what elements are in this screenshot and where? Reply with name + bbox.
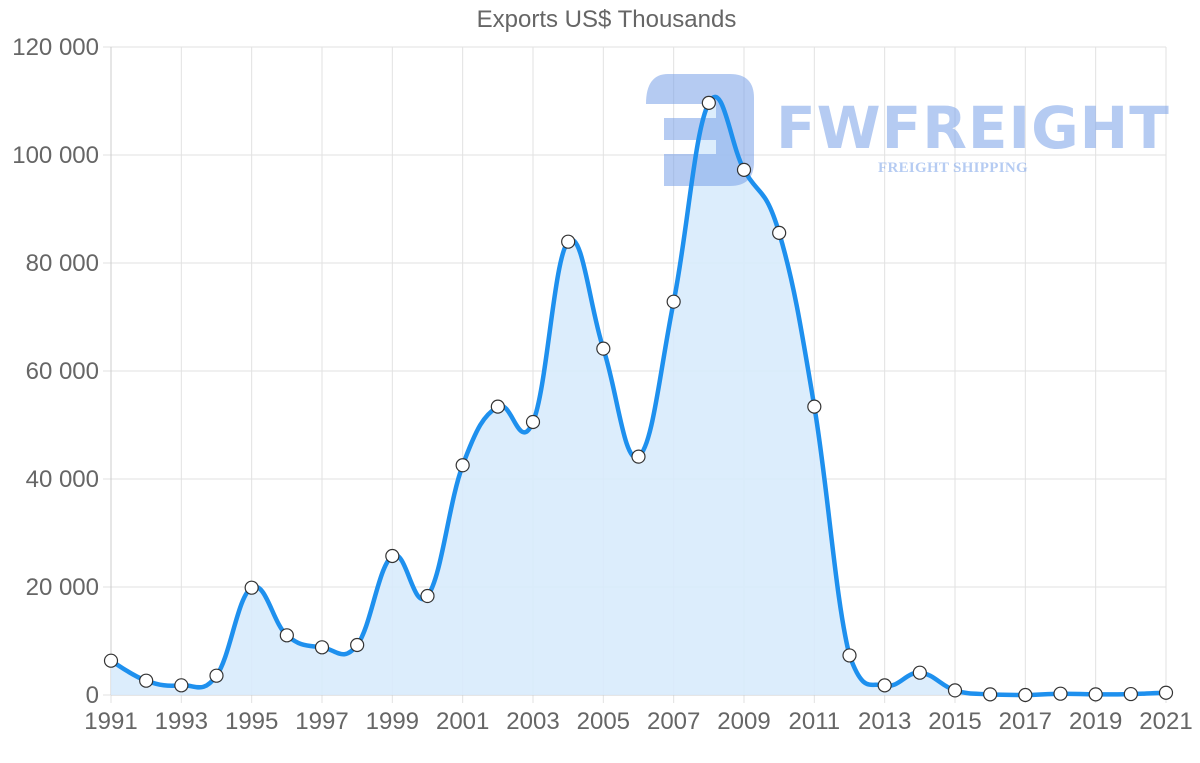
data-point[interactable] xyxy=(983,687,998,702)
data-point[interactable] xyxy=(525,414,541,430)
x-tick-label: 2009 xyxy=(717,708,770,735)
data-point[interactable] xyxy=(631,449,646,464)
data-point[interactable] xyxy=(912,665,927,680)
x-tick-label: 1995 xyxy=(225,708,278,735)
area-path xyxy=(111,96,1166,695)
x-tick-label: 2001 xyxy=(436,708,489,735)
x-tick-label: 1991 xyxy=(84,708,137,735)
y-tick-label: 80 000 xyxy=(26,250,99,277)
x-tick-label: 2015 xyxy=(928,708,981,735)
data-point[interactable] xyxy=(1123,686,1138,702)
data-point[interactable] xyxy=(947,683,963,698)
data-point[interactable] xyxy=(385,548,400,564)
x-tick-label: 2019 xyxy=(1069,708,1122,735)
x-tick-label: 2013 xyxy=(858,708,911,735)
data-point[interactable] xyxy=(1053,686,1068,701)
data-line xyxy=(109,94,1167,698)
chart-title: Exports US$ Thousands xyxy=(476,6,737,33)
y-tick-label: 120 000 xyxy=(12,34,99,61)
data-point[interactable] xyxy=(736,162,752,177)
y-tick-label: 40 000 xyxy=(26,466,99,493)
x-tick-label: 1993 xyxy=(155,708,208,735)
data-point[interactable] xyxy=(455,458,470,473)
data-point[interactable] xyxy=(314,640,330,655)
x-tick-label: 1999 xyxy=(366,708,419,735)
x-tick-label: 2017 xyxy=(999,708,1052,735)
area-fill xyxy=(111,96,1166,695)
x-tick-label: 2005 xyxy=(577,708,630,735)
data-point[interactable] xyxy=(139,673,154,688)
y-tick-label: 100 000 xyxy=(12,142,99,169)
x-tick-label: 1997 xyxy=(295,708,348,735)
data-point[interactable] xyxy=(244,580,259,595)
data-point[interactable] xyxy=(350,637,365,653)
data-point[interactable] xyxy=(174,678,189,693)
data-point[interactable] xyxy=(561,234,576,249)
data-point[interactable] xyxy=(103,653,119,668)
x-tick-label: 2003 xyxy=(506,708,559,735)
data-point[interactable] xyxy=(842,648,857,663)
data-point[interactable] xyxy=(807,399,822,414)
x-axis-ticks: 1991 1993 1995 1997 1999 2001 2003 2005 2007 2009… xyxy=(84,708,1192,735)
data-point[interactable] xyxy=(701,95,716,110)
data-point[interactable] xyxy=(420,588,435,604)
data-point[interactable] xyxy=(596,341,611,356)
y-axis-ticks: 0 20 000 40 000 60 000 80 000 100 000 120 000 xyxy=(12,34,99,709)
data-point[interactable] xyxy=(209,668,224,683)
data-points xyxy=(103,95,1174,703)
y-tick-label: 20 000 xyxy=(26,574,99,601)
x-tick-label: 2007 xyxy=(647,708,700,735)
data-point[interactable] xyxy=(490,399,505,414)
y-tick-label: 60 000 xyxy=(26,358,99,385)
x-tick-label: 2021 xyxy=(1139,708,1192,735)
data-point[interactable] xyxy=(279,628,294,643)
data-point[interactable] xyxy=(666,294,681,309)
y-tick-label: 0 xyxy=(86,682,99,709)
data-point[interactable] xyxy=(1018,687,1033,703)
line-path xyxy=(109,94,1167,698)
x-tick-label: 2011 xyxy=(789,708,841,735)
data-point[interactable] xyxy=(1158,685,1174,700)
data-point[interactable] xyxy=(1088,687,1103,702)
data-point[interactable] xyxy=(772,225,787,240)
data-point[interactable] xyxy=(877,678,892,693)
